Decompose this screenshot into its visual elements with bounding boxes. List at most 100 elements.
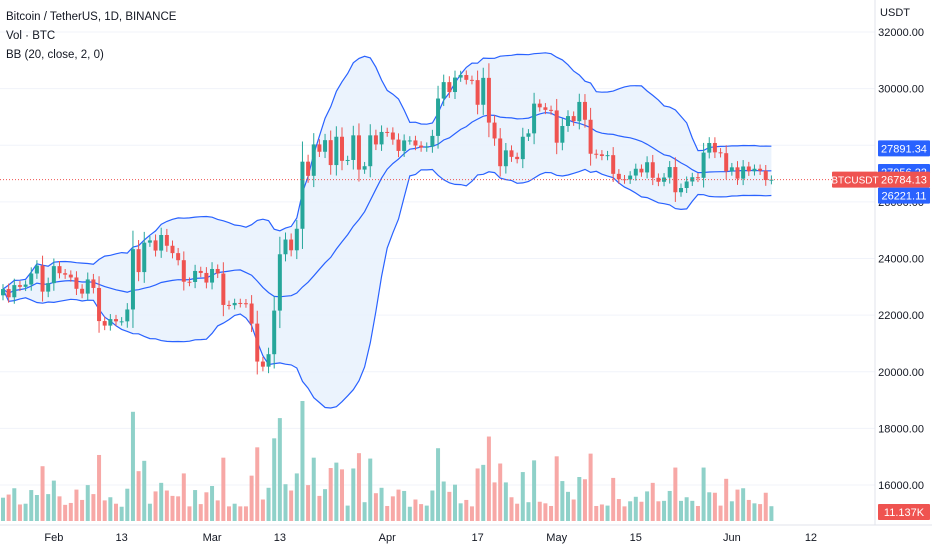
candle[interactable]: [407, 136, 412, 145]
candle[interactable]: [582, 94, 587, 128]
candle[interactable]: [1, 284, 5, 301]
candle[interactable]: [85, 272, 90, 301]
candle[interactable]: [549, 105, 554, 115]
candle[interactable]: [695, 172, 700, 183]
candle[interactable]: [193, 264, 198, 289]
candle[interactable]: [34, 260, 39, 279]
candle[interactable]: [599, 150, 604, 161]
candle[interactable]: [628, 171, 633, 184]
candle[interactable]: [255, 310, 260, 375]
candle[interactable]: [758, 164, 763, 175]
candle[interactable]: [503, 142, 508, 174]
candle[interactable]: [605, 150, 610, 161]
candle[interactable]: [260, 356, 265, 372]
candle[interactable]: [328, 130, 333, 175]
candle[interactable]: [566, 110, 570, 132]
candle[interactable]: [639, 164, 644, 177]
candle[interactable]: [12, 278, 17, 304]
candle[interactable]: [571, 111, 576, 126]
candle[interactable]: [379, 125, 384, 151]
candle[interactable]: [102, 316, 107, 331]
candle[interactable]: [763, 164, 768, 186]
candle[interactable]: [368, 124, 373, 178]
candle[interactable]: [187, 277, 192, 287]
candle[interactable]: [356, 123, 361, 182]
candle[interactable]: [469, 75, 474, 85]
candle[interactable]: [277, 236, 282, 329]
candle[interactable]: [340, 127, 344, 171]
candle[interactable]: [441, 74, 446, 107]
candle[interactable]: [159, 227, 164, 258]
candle[interactable]: [650, 154, 655, 186]
candle[interactable]: [464, 70, 469, 85]
candle[interactable]: [215, 264, 220, 279]
candle[interactable]: [458, 70, 463, 82]
candle[interactable]: [413, 135, 418, 151]
candle[interactable]: [68, 270, 73, 282]
candle[interactable]: [46, 277, 51, 298]
candle[interactable]: [436, 85, 441, 149]
candle[interactable]: [142, 231, 147, 283]
candle[interactable]: [588, 107, 593, 166]
candle[interactable]: [351, 125, 356, 170]
candle[interactable]: [515, 152, 520, 164]
candle[interactable]: [51, 258, 56, 291]
candle[interactable]: [108, 314, 113, 331]
candle[interactable]: [238, 298, 243, 308]
candle[interactable]: [633, 163, 638, 181]
candle[interactable]: [91, 273, 96, 294]
candle[interactable]: [453, 70, 457, 100]
candle[interactable]: [136, 240, 141, 282]
candle[interactable]: [611, 147, 616, 182]
candle[interactable]: [306, 154, 311, 183]
candle[interactable]: [40, 255, 45, 302]
candle[interactable]: [594, 149, 599, 159]
candle[interactable]: [419, 141, 424, 152]
candle[interactable]: [520, 127, 525, 169]
candle[interactable]: [170, 240, 175, 259]
candle[interactable]: [701, 142, 706, 188]
candle[interactable]: [29, 267, 34, 291]
candle[interactable]: [221, 262, 226, 317]
candle[interactable]: [289, 233, 294, 257]
candle[interactable]: [424, 142, 429, 152]
candle[interactable]: [232, 298, 237, 310]
candle[interactable]: [543, 103, 548, 115]
candle[interactable]: [447, 76, 452, 98]
candle[interactable]: [481, 67, 486, 115]
candle[interactable]: [752, 164, 757, 176]
candle[interactable]: [741, 160, 746, 186]
candle[interactable]: [57, 260, 62, 279]
candle[interactable]: [537, 99, 542, 112]
candle[interactable]: [210, 262, 215, 290]
candle[interactable]: [6, 283, 11, 303]
candle[interactable]: [334, 126, 339, 176]
candle[interactable]: [645, 156, 650, 179]
candle[interactable]: [63, 268, 68, 279]
candle[interactable]: [390, 127, 395, 145]
candle[interactable]: [147, 236, 152, 247]
candle[interactable]: [198, 266, 203, 278]
candle[interactable]: [227, 300, 231, 310]
candle[interactable]: [323, 133, 328, 159]
candle[interactable]: [554, 98, 559, 155]
candle[interactable]: [311, 133, 316, 188]
candle[interactable]: [475, 70, 480, 115]
candle[interactable]: [272, 296, 277, 369]
candle[interactable]: [181, 251, 186, 291]
candle[interactable]: [707, 137, 712, 159]
candle[interactable]: [509, 145, 514, 162]
candle[interactable]: [492, 115, 497, 146]
candle[interactable]: [130, 230, 135, 328]
candle[interactable]: [362, 161, 367, 174]
candle[interactable]: [402, 134, 407, 157]
candle[interactable]: [119, 317, 124, 326]
candle[interactable]: [204, 267, 209, 289]
candle[interactable]: [577, 93, 582, 130]
candle[interactable]: [718, 148, 723, 158]
candle[interactable]: [526, 129, 531, 142]
candle[interactable]: [74, 271, 79, 296]
candle[interactable]: [266, 347, 271, 374]
candle[interactable]: [486, 63, 491, 138]
